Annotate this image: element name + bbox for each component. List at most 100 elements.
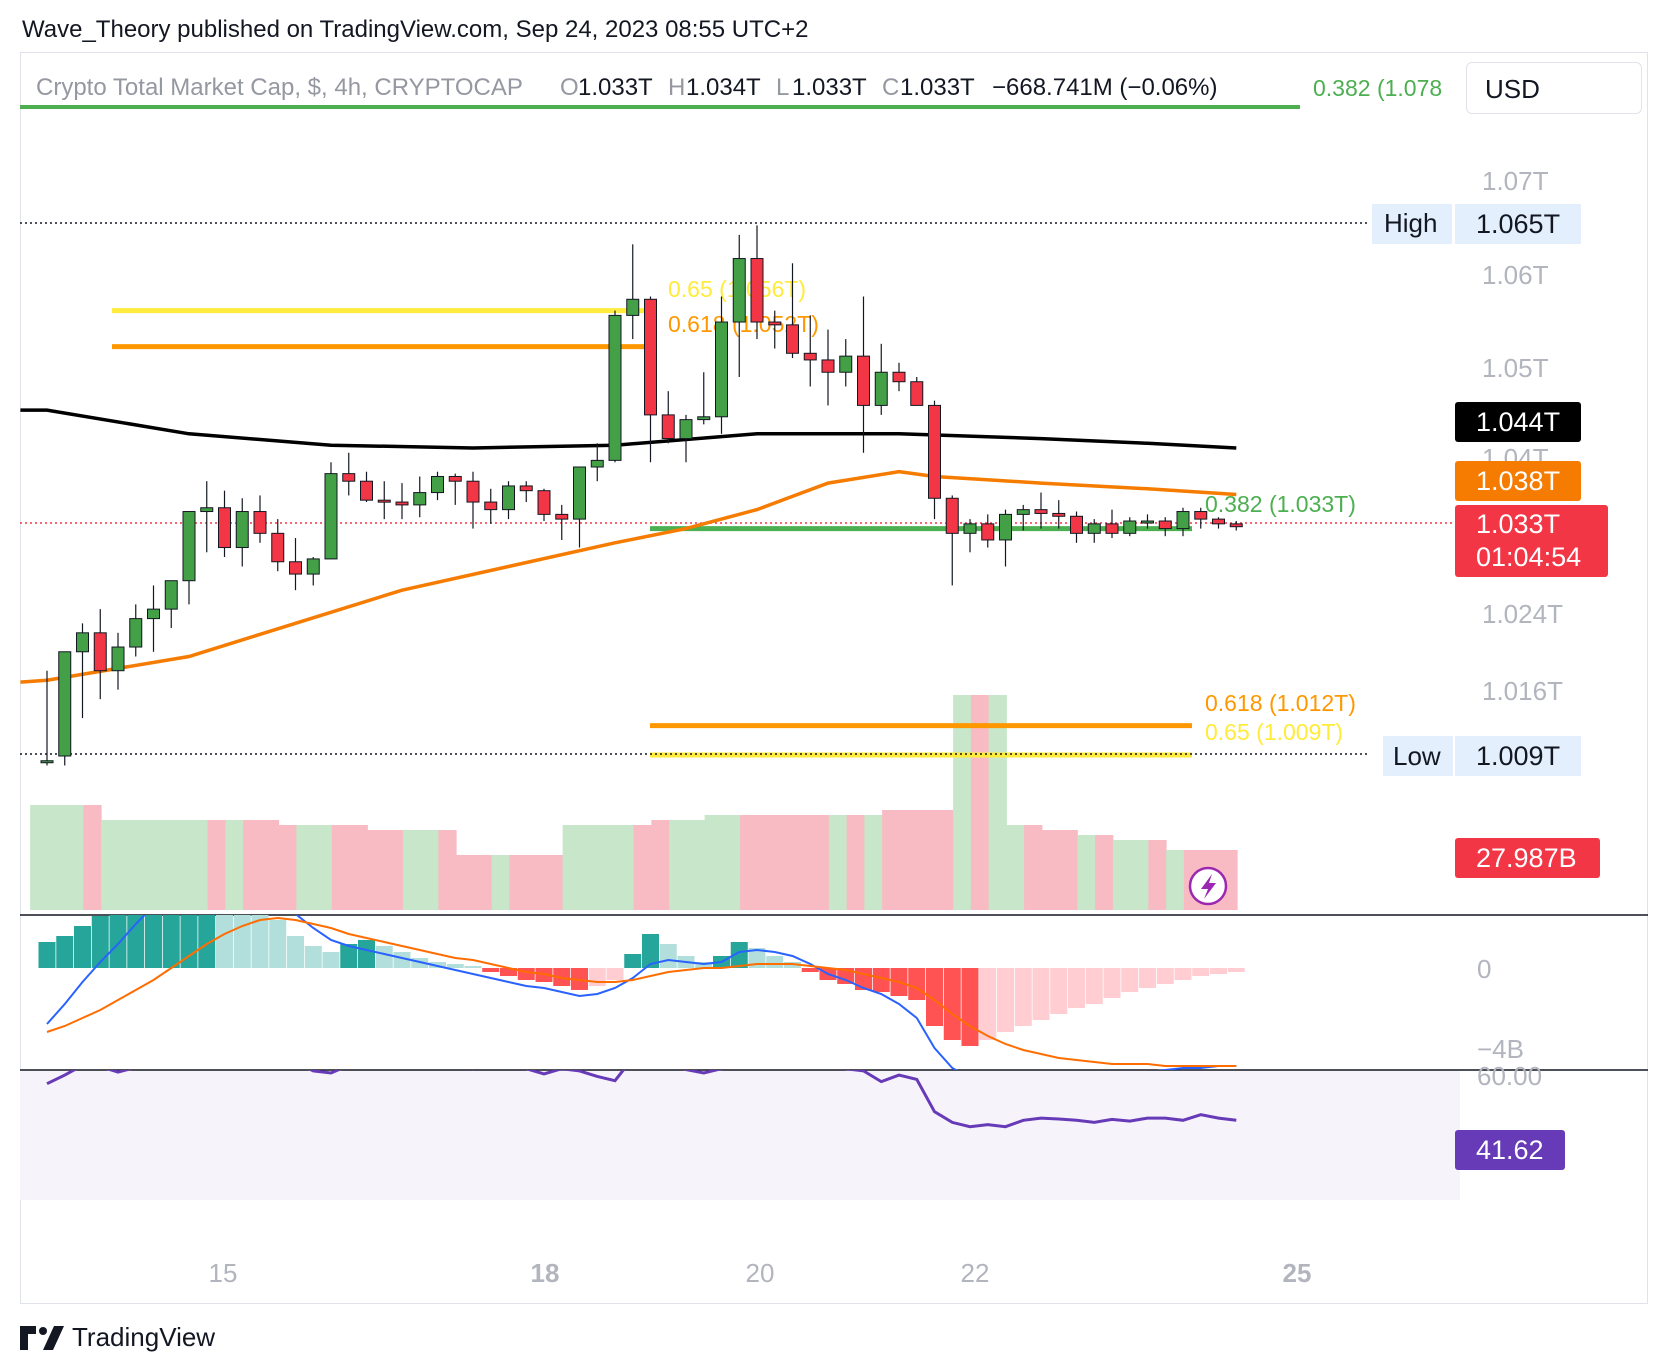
candle-body [448,475,462,482]
candle [981,514,995,548]
high-label: High [1384,208,1437,238]
candle-body [466,480,480,503]
volume-bar [970,695,990,910]
candle-body [360,480,373,501]
volume-bar [775,815,794,910]
candle [626,244,640,340]
low-value: 1.033T [792,74,867,101]
candle [253,495,267,543]
volume-bar [189,820,209,910]
low-label-bg [1383,736,1453,776]
volume-value: 27.987B [1476,843,1577,873]
macd-hist-bar [304,946,322,968]
last-price-value: 1.033T [1476,509,1560,539]
candle-body [1194,511,1208,520]
candle [271,519,285,572]
macd-axis-tick-zero: 0 [1477,954,1491,984]
candle [928,400,941,520]
volume-bar [260,820,280,910]
candle [93,609,107,700]
candle [839,339,853,387]
candle [945,495,959,586]
candle [1070,511,1083,543]
candle [360,471,373,503]
candle [892,362,906,392]
candle-body [40,760,54,764]
candle-body [413,492,427,506]
candle-body [768,321,782,326]
volume-bar [882,810,901,910]
candle [502,481,515,520]
candle-body [892,371,906,383]
tradingview-brand[interactable]: TradingView [20,1322,215,1353]
candle [803,315,817,387]
candle [306,557,320,586]
volume-bar [1148,840,1167,910]
macd-hist-bar [1156,968,1174,984]
macd-hist-bar [446,964,464,968]
macd-hist-bar [1014,968,1032,1026]
close-value: 1.033T [900,74,975,101]
high-value-bg [1455,204,1581,244]
candle [768,310,782,349]
candle-body [253,511,267,534]
candle [413,476,427,518]
candle-body [715,321,728,418]
volume-bar [633,825,652,910]
candle-body [1105,523,1119,534]
rsi-axis-tick-60: 60.00 [1477,1061,1542,1091]
macd-hist-bar [872,968,890,992]
macd-hist-bar [979,968,997,1040]
open-value: 1.033T [578,74,653,101]
macd-hist-bar [624,954,642,968]
last-price-bg [1455,505,1608,577]
candle [963,519,977,553]
candle-body [342,473,356,482]
candle-body [732,258,746,323]
candle-body [129,618,143,648]
candle-body [484,501,498,511]
macd-hist-bar [287,936,304,968]
ema50-line [20,469,1237,684]
macd-hist-bar [1103,968,1121,998]
volume-bar [562,825,581,910]
ema200-value-bg [1455,402,1581,442]
macd-hist-bar [961,968,979,1046]
volume-bar [917,810,936,910]
macd-hist-bar [500,968,517,976]
macd-hist-bar [482,968,500,972]
candle [200,481,214,553]
time-axis-tick: 22 [961,1258,990,1288]
macd-hist-bar [56,936,74,968]
volume-bar [402,830,422,910]
volume-bar [207,820,226,910]
macd-hist-bar [659,944,677,968]
candle-body [821,359,835,373]
volume-value-bg [1455,838,1600,878]
volume-bar [722,815,741,910]
macd-hist-bar [1227,968,1245,972]
ema50-value-bg [1455,461,1581,501]
candle-body [76,632,89,653]
rsi-line [46,1070,1237,1129]
candle-body [963,523,977,534]
time-axis-tick: 18 [531,1258,560,1288]
volume-bar [278,825,297,910]
candle [164,580,178,629]
candle-body [519,485,533,492]
time-axis-tick: 20 [746,1258,775,1288]
fib-label-0382-upper: 0.382 (1.078 [1313,75,1442,101]
volume-bar [1112,840,1132,910]
candle-body [377,499,391,503]
candle-body [786,324,799,354]
macd-hist-bar [642,934,659,968]
candle-body [431,475,444,494]
candle [448,473,462,505]
macd-hist-bar [1139,968,1156,988]
low-label: Low [1393,741,1441,771]
candle [218,490,231,558]
currency-button[interactable]: USD [1466,62,1642,114]
ema200-value: 1.044T [1476,407,1560,437]
volume-bar [669,820,688,910]
